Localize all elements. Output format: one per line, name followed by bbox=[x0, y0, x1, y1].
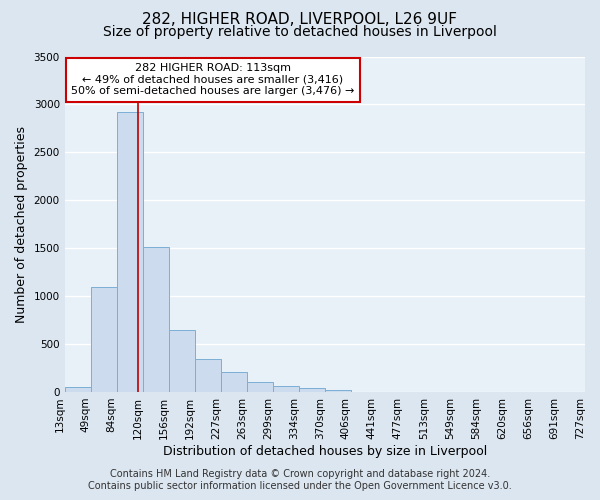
Bar bbox=[143, 247, 169, 392]
Bar bbox=[247, 382, 273, 392]
Bar bbox=[91, 286, 117, 392]
Bar bbox=[273, 386, 299, 392]
Bar bbox=[117, 112, 143, 392]
Bar bbox=[221, 372, 247, 392]
Bar bbox=[325, 390, 351, 392]
Text: 282 HIGHER ROAD: 113sqm
← 49% of detached houses are smaller (3,416)
50% of semi: 282 HIGHER ROAD: 113sqm ← 49% of detache… bbox=[71, 63, 355, 96]
Text: Contains HM Land Registry data © Crown copyright and database right 2024.
Contai: Contains HM Land Registry data © Crown c… bbox=[88, 470, 512, 491]
Text: Size of property relative to detached houses in Liverpool: Size of property relative to detached ho… bbox=[103, 25, 497, 39]
Bar bbox=[169, 330, 195, 392]
Text: 282, HIGHER ROAD, LIVERPOOL, L26 9UF: 282, HIGHER ROAD, LIVERPOOL, L26 9UF bbox=[143, 12, 458, 28]
Y-axis label: Number of detached properties: Number of detached properties bbox=[15, 126, 28, 322]
X-axis label: Distribution of detached houses by size in Liverpool: Distribution of detached houses by size … bbox=[163, 444, 487, 458]
Bar bbox=[65, 387, 91, 392]
Bar bbox=[299, 388, 325, 392]
Bar bbox=[195, 360, 221, 392]
